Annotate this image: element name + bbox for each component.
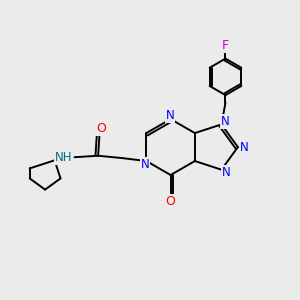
Text: O: O [96,122,106,135]
Text: O: O [166,195,176,208]
Text: NH: NH [55,151,72,164]
Text: N: N [240,141,249,154]
Text: N: N [166,109,174,122]
Text: N: N [140,158,149,171]
Text: F: F [222,39,229,52]
Text: N: N [221,166,230,179]
Text: N: N [220,115,229,128]
